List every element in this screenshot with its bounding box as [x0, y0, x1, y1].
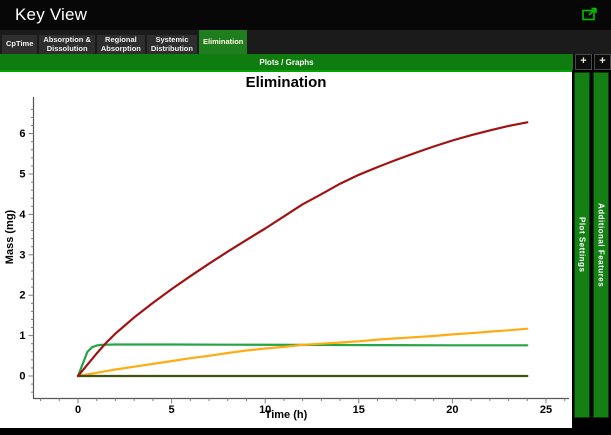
title-bar: Key View: [0, 0, 611, 30]
plot-settings-tab[interactable]: Plot Settings: [574, 72, 590, 418]
x-tick-label: 20: [446, 404, 458, 416]
tab-absorption-dissolution[interactable]: Absorption & Dissolution: [39, 35, 95, 54]
x-tick-label: 5: [169, 404, 175, 416]
plot-panel: 0 1 2 3 4 5 6 0 5 10 15 20 25 Elimination Time (h) M…: [0, 70, 572, 428]
y-tick-label: 0: [19, 371, 25, 383]
open-view-icon[interactable]: [582, 7, 598, 21]
x-tick-label: 25: [540, 404, 552, 416]
y-tick-label: 1: [19, 330, 25, 342]
y-tick-label: 3: [19, 249, 25, 261]
tab-elimination[interactable]: Elimination: [198, 30, 248, 54]
window-title: Key View: [15, 5, 88, 24]
main-content: 0 1 2 3 4 5 6 0 5 10 15 20 25 Elimination Time (h) M…: [0, 70, 611, 435]
side-panel-column: Plot Settings Additional Features: [572, 70, 611, 435]
plot-settings-expand-button[interactable]: +: [575, 54, 592, 70]
y-tick-label: 2: [19, 290, 25, 302]
x-axis-label: Time (h): [264, 409, 308, 421]
additional-features-expand-button[interactable]: +: [594, 54, 611, 70]
x-tick-label: 15: [353, 404, 365, 416]
y-tick-label: 6: [19, 128, 25, 140]
x-tick-label: 0: [75, 404, 81, 416]
y-axis-label: Mass (mg): [4, 209, 16, 265]
tab-systemic-distribution[interactable]: Systemic Distribution: [146, 35, 197, 54]
elimination-chart: 0 1 2 3 4 5 6 0 5 10 15 20 25: [19, 97, 569, 416]
y-tick-label: 4: [19, 209, 26, 221]
tab-regional-absorption[interactable]: Regional Absorption: [96, 35, 145, 54]
series-line-orange: [76, 327, 529, 378]
series-line-green: [76, 343, 529, 378]
tab-cptime[interactable]: CpTime: [2, 35, 38, 54]
plots-graphs-bar-row: Plots / Graphs + +: [0, 54, 611, 70]
series-line-dark-red: [76, 121, 529, 378]
y-tick-label: 5: [19, 169, 25, 181]
open-view-icon-svg: [582, 7, 597, 21]
plots-graphs-header[interactable]: Plots / Graphs: [0, 54, 573, 70]
additional-features-tab[interactable]: Additional Features: [593, 72, 609, 418]
chart-title: Elimination: [245, 74, 327, 91]
tab-bar: CpTime Absorption & Dissolution Regional A…: [0, 30, 611, 54]
x-tick-label: 10: [259, 404, 271, 416]
